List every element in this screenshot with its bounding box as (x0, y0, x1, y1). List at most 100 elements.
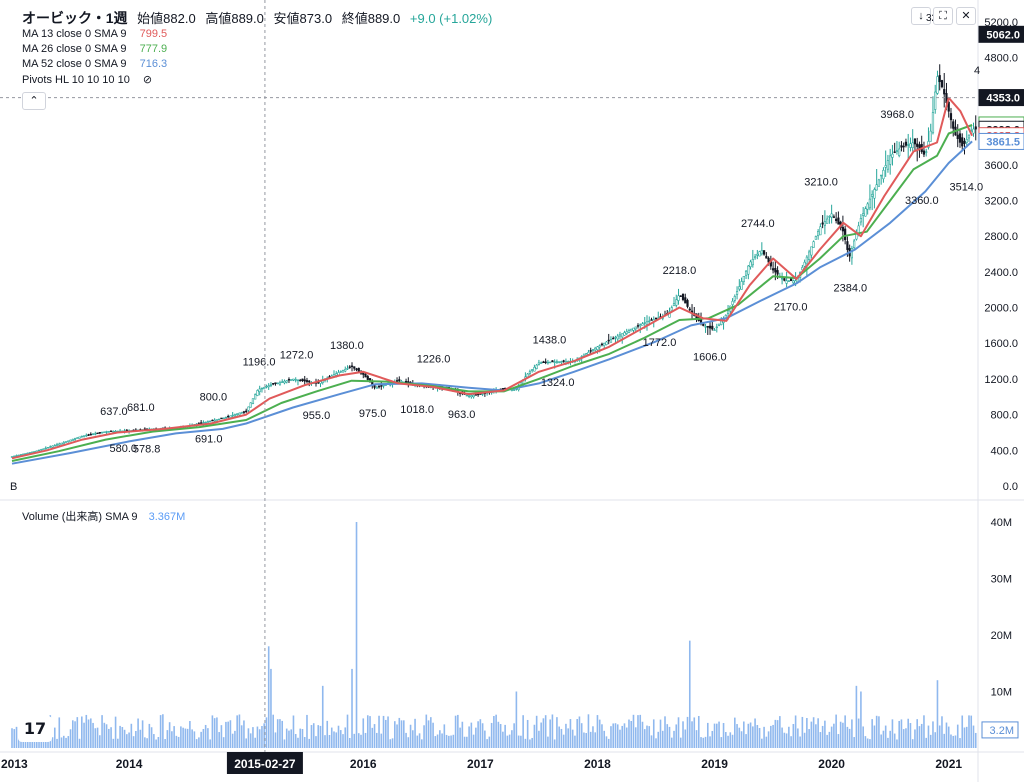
candle-body (222, 417, 225, 420)
volume-bar (481, 723, 484, 748)
close-icon[interactable]: ✕ (956, 7, 976, 25)
candle-body (528, 371, 532, 374)
volume-bar (601, 724, 603, 748)
candle-body (641, 323, 644, 326)
volume-bar (668, 726, 671, 748)
candle-body (751, 259, 754, 266)
fullscreen-icon[interactable]: ⛶ (933, 7, 953, 25)
candle-body (681, 294, 685, 300)
candle-body (733, 296, 736, 301)
candle-body (675, 299, 678, 306)
volume-bar (862, 726, 864, 748)
volume-bar (677, 717, 680, 748)
candle-body (731, 300, 734, 305)
volume-bar (168, 722, 171, 748)
volume-bar (20, 736, 22, 748)
hidden-icon[interactable]: ⊘ (142, 74, 153, 86)
volume-bar (679, 737, 682, 748)
candle-body (949, 113, 953, 121)
candle-body (753, 256, 757, 259)
candle-body (837, 217, 840, 225)
candle-body (630, 328, 633, 332)
volume-bar (299, 728, 302, 748)
candle-body (82, 435, 86, 437)
volume-bar (853, 737, 855, 748)
tradingview-logo-icon[interactable]: 17 (18, 716, 52, 742)
candle-body (826, 218, 829, 224)
left-edge-label: B (10, 481, 17, 493)
volume-bar (87, 719, 90, 748)
candle-body (835, 218, 838, 222)
chart-header: オービック・1週 始値882.0 高値889.0 安値873.0 終値889.0… (22, 8, 492, 28)
close-label: 終値 (341, 11, 368, 26)
indicator-ma52[interactable]: MA 52 close 0 SMA 9 716.3 (22, 58, 167, 70)
volume-bar (839, 721, 842, 748)
volume-bar (13, 729, 16, 748)
time-axis-tick: 2017 (467, 757, 494, 771)
volume-bar (932, 721, 934, 748)
volume-bar (598, 719, 601, 748)
candle-body (62, 442, 65, 445)
volume-bar (844, 715, 846, 748)
candle-body (688, 308, 691, 311)
volume-bar (409, 724, 412, 748)
collapse-legend-button[interactable]: ⌃ (22, 92, 46, 110)
candle-body (891, 153, 894, 158)
volume-bar (734, 717, 736, 748)
volume-tag (981, 721, 1019, 739)
candle-body (53, 444, 56, 447)
candle-body (832, 216, 835, 218)
candle-body (542, 361, 545, 364)
candle-body (886, 160, 890, 170)
volume-bar (146, 738, 148, 748)
candle-body (627, 329, 631, 333)
indicator-pivots[interactable]: Pivots HL 10 10 10 10 ⊘ (22, 73, 152, 86)
candle-body (639, 324, 642, 327)
volume-bar (441, 733, 443, 748)
volume-bar (887, 737, 889, 748)
volume-bar (531, 737, 533, 748)
volume-bar (743, 721, 745, 748)
candle-body (911, 142, 914, 149)
candle-body (963, 140, 966, 144)
volume-bar (495, 714, 497, 748)
volume-bar (562, 734, 565, 748)
candle-body (283, 380, 286, 384)
candle-body (880, 174, 883, 177)
indicator-label: Pivots HL 10 10 10 10 (22, 74, 130, 86)
candle-body (364, 373, 367, 378)
price-tag-label: 5062.0 (986, 29, 1020, 41)
open-label: 始値 (137, 11, 164, 26)
download-icon[interactable]: ↓ (911, 7, 931, 25)
indicator-ma13[interactable]: MA 13 close 0 SMA 9 799.5 (22, 28, 167, 40)
volume-bar (236, 715, 238, 748)
volume-bar (258, 729, 261, 748)
volume-bar (94, 728, 97, 748)
candle-body (738, 286, 741, 290)
candle-body (605, 341, 608, 345)
candle-body (871, 193, 874, 197)
volume-bar (472, 734, 475, 748)
indicator-ma26[interactable]: MA 26 close 0 SMA 9 777.9 (22, 43, 167, 55)
volume-legend[interactable]: Volume (出来高) SMA 9 3.367M (22, 508, 185, 524)
candle-body (913, 138, 917, 145)
volume-bar (670, 737, 673, 748)
volume-bar (213, 718, 216, 748)
volume-bar (90, 718, 92, 748)
price-tag-label: 4353.0 (986, 93, 1020, 105)
pivot-label: 1196.0 (243, 356, 276, 368)
candle-body (931, 112, 935, 134)
symbol-title[interactable]: オービック・1週 (22, 10, 128, 26)
candle-body (292, 378, 295, 381)
volume-bar (513, 723, 515, 748)
pivot-label: 3210.0 (804, 177, 838, 189)
candle-body (294, 379, 297, 381)
candle-body (287, 379, 291, 381)
candle-body (609, 339, 613, 343)
volume-bar (67, 736, 70, 748)
volume-bar (864, 736, 867, 748)
volume-bar (148, 723, 151, 748)
candle-body (91, 433, 95, 436)
volume-bar (371, 727, 374, 748)
